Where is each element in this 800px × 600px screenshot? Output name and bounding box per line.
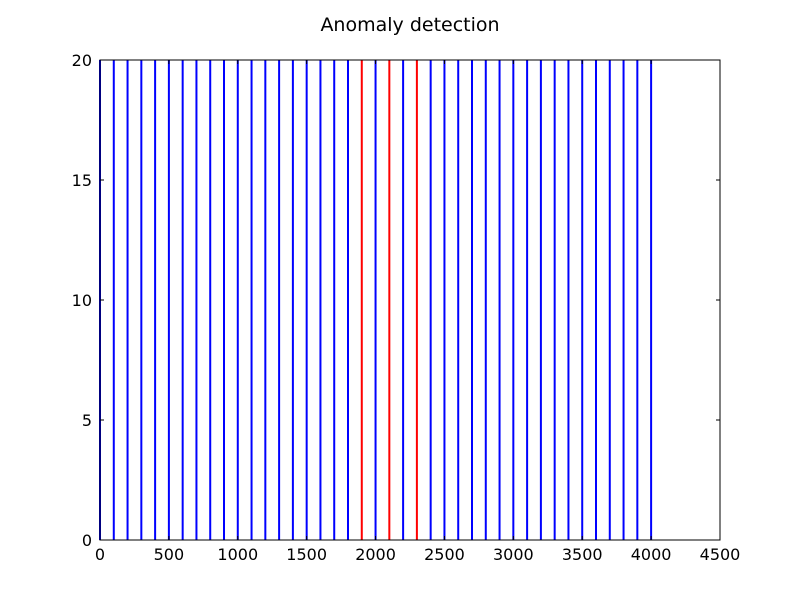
y-tick-label-0: 0 [82,531,92,550]
bar-series0-33 [595,60,597,540]
bar-series0-18 [347,60,349,540]
bar-series1-0 [360,60,363,540]
x-tick-label-0: 0 [95,545,105,564]
x-tick-label-5: 2500 [424,545,465,564]
bar-series0-34 [608,60,611,540]
x-tick-label-1: 500 [154,545,185,564]
bar-series0-22 [443,60,446,540]
y-tick-label-3: 15 [72,171,92,190]
bar-series0-20 [402,60,405,540]
bars-layer [99,60,653,540]
x-tick-label-4: 2000 [355,545,396,564]
y-tick-label-4: 20 [72,51,92,70]
bar-series0-1 [112,60,115,540]
bar-series0-13 [278,60,281,540]
bar-series0-21 [429,60,432,540]
axes-layer: 0 500 1000 1500 2000 2500 3000 3500 4000 4500 0 5 10… [72,51,741,564]
bar-series0-7 [195,60,198,540]
bar-series0-36 [636,60,639,540]
x-tick-label-9: 4500 [700,545,741,564]
bar-series0-31 [567,60,570,540]
bar-series0-14 [291,60,294,540]
bar-series0-6 [181,60,184,540]
chart-title: Anomaly detection [320,14,499,36]
x-tick-label-8: 4000 [631,545,672,564]
bar-series0-4 [154,60,157,540]
x-tick-label-7: 3500 [562,545,603,564]
bar-series0-8 [209,60,212,540]
bar-series0-25 [484,60,487,540]
bar-series0-16 [319,60,322,540]
bar-series0-37 [650,60,653,540]
bar-series0-3 [140,60,143,540]
bar-series0-32 [581,60,584,540]
bar-series0-10 [236,60,239,540]
plot-frame [99,59,721,541]
bar-series0-17 [333,60,336,540]
bar-series0-15 [305,60,308,540]
y-tick-label-2: 10 [72,291,92,310]
bar-series0-11 [250,60,253,540]
bar-series1-2 [415,60,418,540]
x-tick-label-2: 1000 [217,545,258,564]
bar-series0-29 [539,60,542,540]
bar-series1-1 [388,60,391,540]
bar-series0-19 [374,60,377,540]
bar-series0-2 [126,60,129,540]
x-tick-label-6: 3000 [493,545,534,564]
bar-series0-26 [498,60,501,540]
bar-series0-30 [553,60,556,540]
bar-series0-23 [457,60,460,540]
bar-series0-9 [223,60,225,540]
y-tick-label-1: 5 [82,411,92,430]
bar-series0-27 [512,60,515,540]
bar-series0-35 [622,60,625,540]
bar-series0-5 [167,60,170,540]
bar-series0-28 [526,60,529,540]
x-tick-label-3: 1500 [286,545,327,564]
bar-series0-12 [264,60,267,540]
bar-series0-24 [471,60,473,540]
